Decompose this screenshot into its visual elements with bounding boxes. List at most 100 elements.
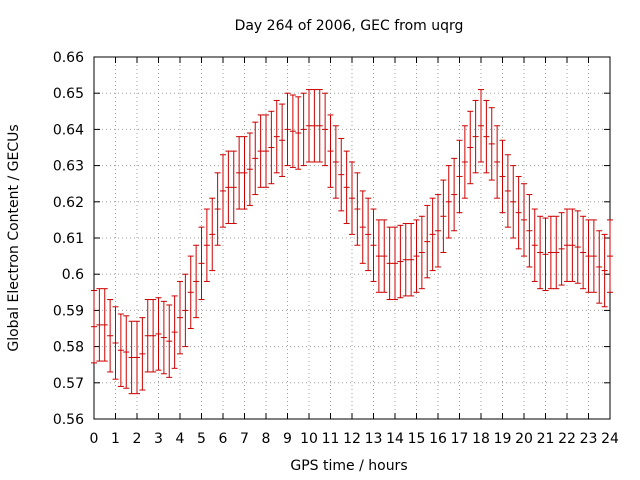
- error-bar: [574, 210, 581, 284]
- error-bar: [139, 317, 146, 391]
- error-bar: [332, 125, 339, 199]
- error-bar: [284, 92, 291, 167]
- error-bar: [263, 114, 269, 188]
- error-bar: [590, 219, 597, 293]
- error-bar: [198, 226, 205, 301]
- error-bar: [177, 280, 183, 355]
- error-bar: [456, 139, 463, 214]
- error-bar: [359, 190, 366, 264]
- error-bar: [569, 208, 576, 282]
- error-bar: [365, 197, 372, 272]
- error-bar: [268, 110, 275, 185]
- error-bar: [601, 233, 608, 308]
- x-tick-label: 4: [176, 431, 185, 447]
- error-bar: [225, 150, 232, 225]
- x-tick-label: 12: [343, 431, 361, 447]
- error-bar: [246, 132, 253, 206]
- y-tick-label: 0.57: [53, 376, 84, 392]
- error-bar: [499, 139, 506, 214]
- error-bar: [461, 125, 468, 199]
- x-tick-labels: 0 1 2 3 4 5 6 7 8 9 10 11 12 13 14 15 16 17 18 19 20 21 22 23 24: [90, 431, 619, 447]
- error-bar: [338, 137, 345, 212]
- x-tick-label: 20: [515, 431, 533, 447]
- error-bar: [300, 92, 307, 167]
- error-bar: [150, 299, 157, 373]
- error-bar: [580, 215, 587, 290]
- error-bar: [370, 208, 377, 282]
- error-bar: [128, 320, 135, 395]
- y-tick-labels: 0.56 0.57 0.58 0.59 0.6 0.61 0.62 0.63 0.64 0.65 0…: [53, 50, 84, 428]
- x-tick-label: 14: [386, 431, 404, 447]
- x-tick-label: 19: [494, 431, 512, 447]
- y-axis-label: Global Electron Content / GECUs: [6, 124, 22, 351]
- error-bar: [418, 215, 425, 290]
- error-bar: [445, 165, 452, 239]
- y-tick-label: 0.61: [53, 231, 84, 247]
- error-bar: [467, 110, 474, 185]
- error-bar: [526, 194, 533, 268]
- x-tick-label: 9: [283, 431, 292, 447]
- error-bar: [542, 217, 549, 291]
- y-tick-label: 0.63: [53, 159, 84, 175]
- error-bar: [279, 103, 286, 177]
- error-bar: [295, 96, 302, 170]
- x-tick-label: 17: [451, 431, 469, 447]
- error-bar: [252, 121, 259, 196]
- error-bar: [144, 299, 151, 373]
- error-bar: [408, 223, 415, 297]
- error-bar: [472, 99, 479, 174]
- error-bar: [182, 273, 189, 348]
- error-bar: [537, 215, 544, 290]
- error-bar: [349, 161, 355, 235]
- y-tick-label: 0.56: [53, 412, 84, 428]
- error-bar: [160, 300, 167, 375]
- error-bar: [91, 289, 97, 364]
- error-bar: [322, 92, 329, 167]
- error-bar: [112, 306, 119, 380]
- error-bar: [354, 172, 361, 246]
- error-bar: [123, 315, 130, 389]
- x-tick-label: 10: [300, 431, 318, 447]
- y-tick-label: 0.59: [53, 303, 84, 319]
- error-bar: [392, 226, 398, 301]
- error-bar: [429, 197, 436, 272]
- error-bar: [107, 299, 114, 373]
- error-bar: [564, 208, 570, 282]
- error-bar: [451, 157, 458, 232]
- error-bar: [478, 89, 484, 163]
- error-bar: [531, 208, 538, 282]
- error-bar: [483, 99, 490, 174]
- error-bar: [273, 99, 280, 174]
- error-bar: [236, 136, 243, 210]
- error-bar: [413, 219, 420, 293]
- x-tick-label: 24: [601, 431, 619, 447]
- x-tick-label: 21: [537, 431, 555, 447]
- error-bar: [488, 107, 495, 181]
- x-tick-label: 3: [154, 431, 163, 447]
- x-tick-label: 15: [408, 431, 426, 447]
- error-bar: [435, 194, 441, 268]
- y-tick-label: 0.65: [53, 86, 84, 102]
- y-tick-label: 0.64: [53, 122, 84, 138]
- error-bar: [289, 94, 296, 168]
- y-tick-label: 0.58: [53, 340, 84, 356]
- error-bar: [558, 212, 565, 286]
- error-bar: [585, 219, 592, 293]
- error-bar: [316, 89, 323, 163]
- error-bar: [171, 295, 178, 369]
- x-tick-label: 23: [580, 431, 598, 447]
- error-bar: [375, 219, 382, 293]
- error-bar: [504, 154, 511, 228]
- error-bar: [187, 255, 194, 329]
- y-tick-label: 0.62: [53, 195, 84, 211]
- x-tick-label: 11: [322, 431, 340, 447]
- error-bar: [402, 223, 409, 297]
- error-bar: [241, 136, 248, 210]
- x-tick-label: 22: [558, 431, 576, 447]
- error-bar: [193, 244, 200, 319]
- error-bars: [91, 89, 613, 395]
- error-bar: [521, 183, 527, 257]
- error-bar: [166, 304, 173, 378]
